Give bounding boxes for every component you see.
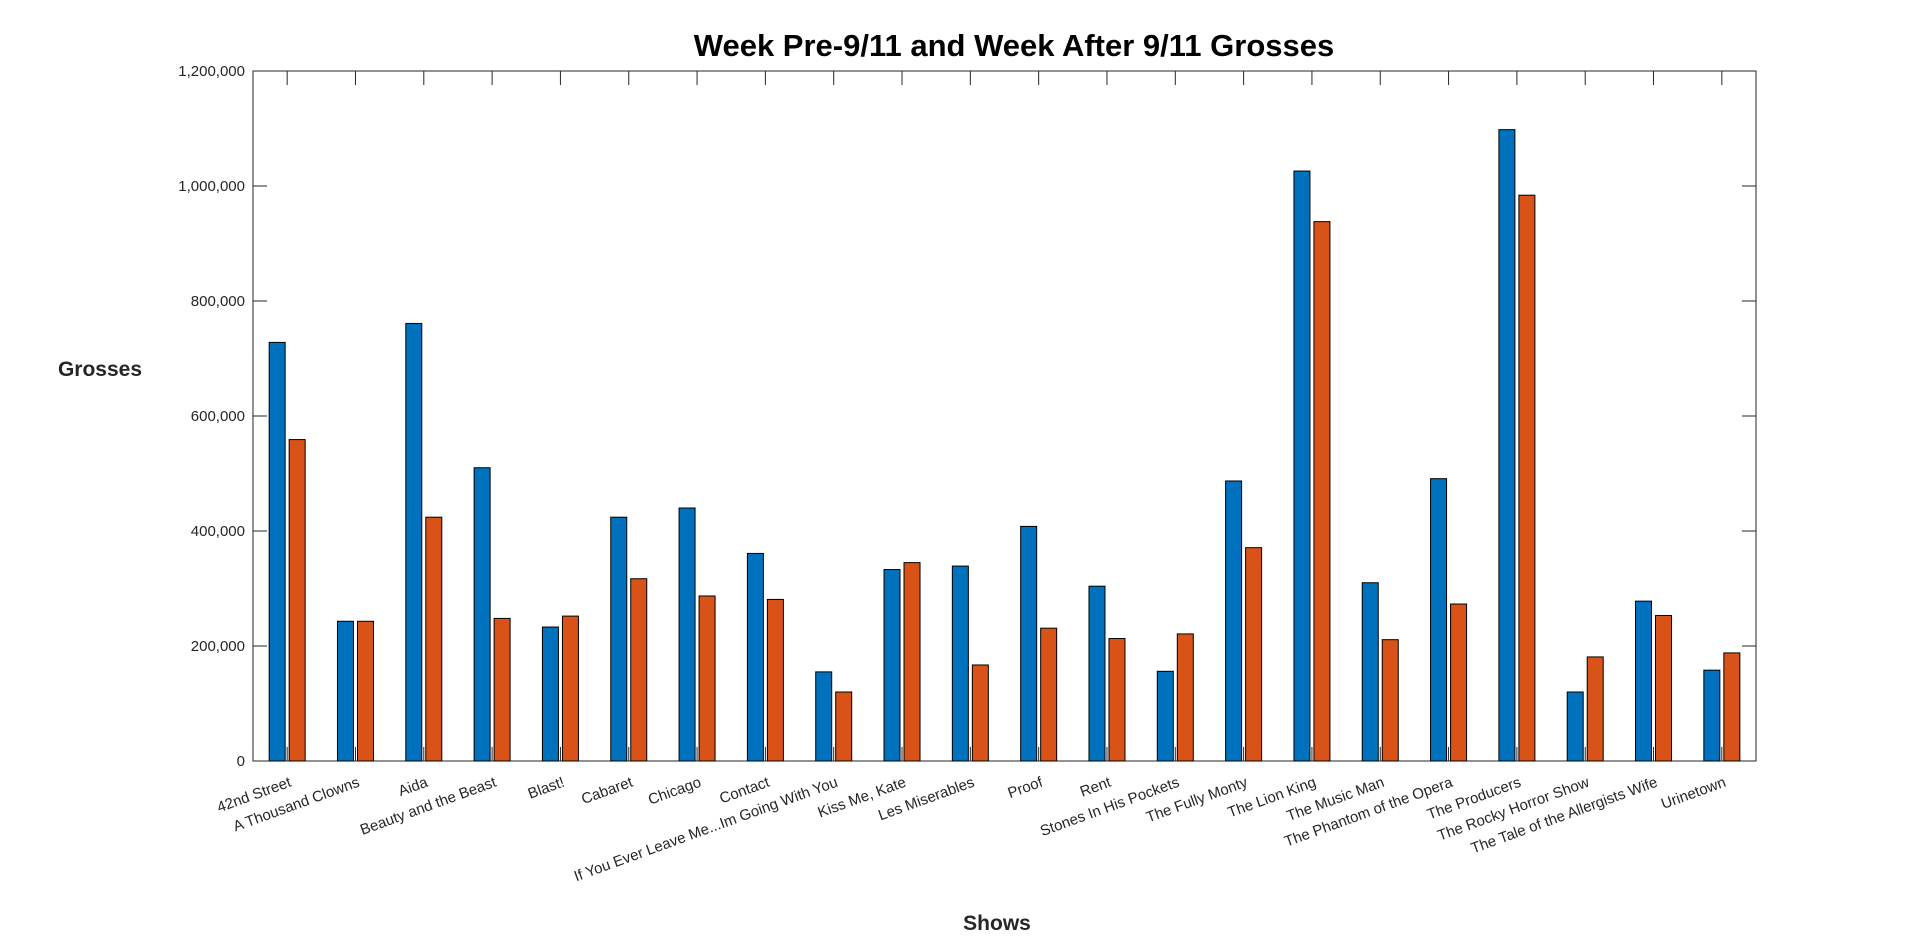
bar-pre-9-11 (1635, 600, 1653, 762)
x-tick-label: Aida (396, 774, 431, 800)
bar-after-9-11 (698, 595, 716, 762)
bar-pre-9-11 (473, 467, 491, 762)
bar-after-9-11 (971, 664, 989, 762)
x-tick-label: Chicago (646, 774, 704, 809)
bar-pre-9-11 (1156, 670, 1174, 762)
bar-pre-9-11 (1361, 582, 1379, 762)
bar-after-9-11 (425, 516, 443, 762)
bar-pre-9-11 (1088, 585, 1106, 762)
y-tick-label: 0 (237, 753, 245, 770)
bar-after-9-11 (1245, 547, 1263, 762)
bar-after-9-11 (493, 617, 511, 762)
bar-pre-9-11 (336, 620, 354, 762)
bar-after-9-11 (1450, 603, 1468, 762)
bar-after-9-11 (766, 598, 784, 762)
bar-pre-9-11 (541, 626, 559, 762)
y-axis-label: Grosses (58, 358, 142, 381)
x-tick-label: Urinetown (1659, 774, 1728, 813)
y-tick-label: 800,000 (191, 293, 245, 310)
bar-pre-9-11 (815, 671, 833, 762)
bar-pre-9-11 (1430, 478, 1448, 762)
bar-pre-9-11 (1020, 525, 1038, 762)
bar-pre-9-11 (268, 341, 286, 762)
bar-after-9-11 (1586, 656, 1604, 762)
x-tick-label: Blast! (526, 774, 567, 803)
x-tick-label: Rent (1078, 774, 1114, 801)
bar-pre-9-11 (746, 552, 764, 762)
bar-after-9-11 (1655, 615, 1673, 762)
y-tick-label: 600,000 (191, 408, 245, 425)
bar-pre-9-11 (405, 322, 423, 762)
bar-after-9-11 (630, 578, 648, 762)
bar-after-9-11 (903, 562, 921, 762)
bar-after-9-11 (1040, 627, 1058, 762)
bar-pre-9-11 (1498, 129, 1516, 762)
bar-after-9-11 (288, 439, 306, 762)
bar-after-9-11 (1313, 221, 1331, 762)
plot-area: 0 200,000 400,000 600,000 800,000 1,000,000 1,… (178, 63, 1757, 885)
bar-pre-9-11 (951, 565, 969, 762)
y-tick-label: 1,000,000 (178, 178, 245, 195)
y-tick-label: 1,200,000 (178, 63, 245, 80)
bar-after-9-11 (1381, 639, 1399, 762)
x-tick-label: Proof (1006, 774, 1046, 803)
bar-after-9-11 (1723, 652, 1741, 762)
bar-pre-9-11 (1566, 691, 1584, 762)
bar-pre-9-11 (610, 516, 628, 762)
y-tick-label: 400,000 (191, 523, 245, 540)
x-tick-label: Beauty and the Beast (358, 773, 499, 838)
bar-after-9-11 (356, 620, 374, 762)
bar-after-9-11 (1108, 638, 1126, 762)
chart-title: Week Pre-9/11 and Week After 9/11 Grosse… (694, 28, 1334, 63)
bar-after-9-11 (835, 691, 853, 762)
bar-pre-9-11 (1703, 669, 1721, 762)
bar-pre-9-11 (1225, 480, 1243, 762)
y-tick-label: 200,000 (191, 638, 245, 655)
bar-pre-9-11 (1293, 170, 1311, 762)
bar-after-9-11 (1176, 633, 1194, 762)
x-axis-label: Shows (963, 912, 1031, 935)
bar-after-9-11 (1518, 194, 1536, 762)
bar-after-9-11 (561, 615, 579, 762)
bar-pre-9-11 (678, 507, 696, 762)
bar-pre-9-11 (883, 569, 901, 762)
x-tick-label: Cabaret (579, 774, 636, 809)
